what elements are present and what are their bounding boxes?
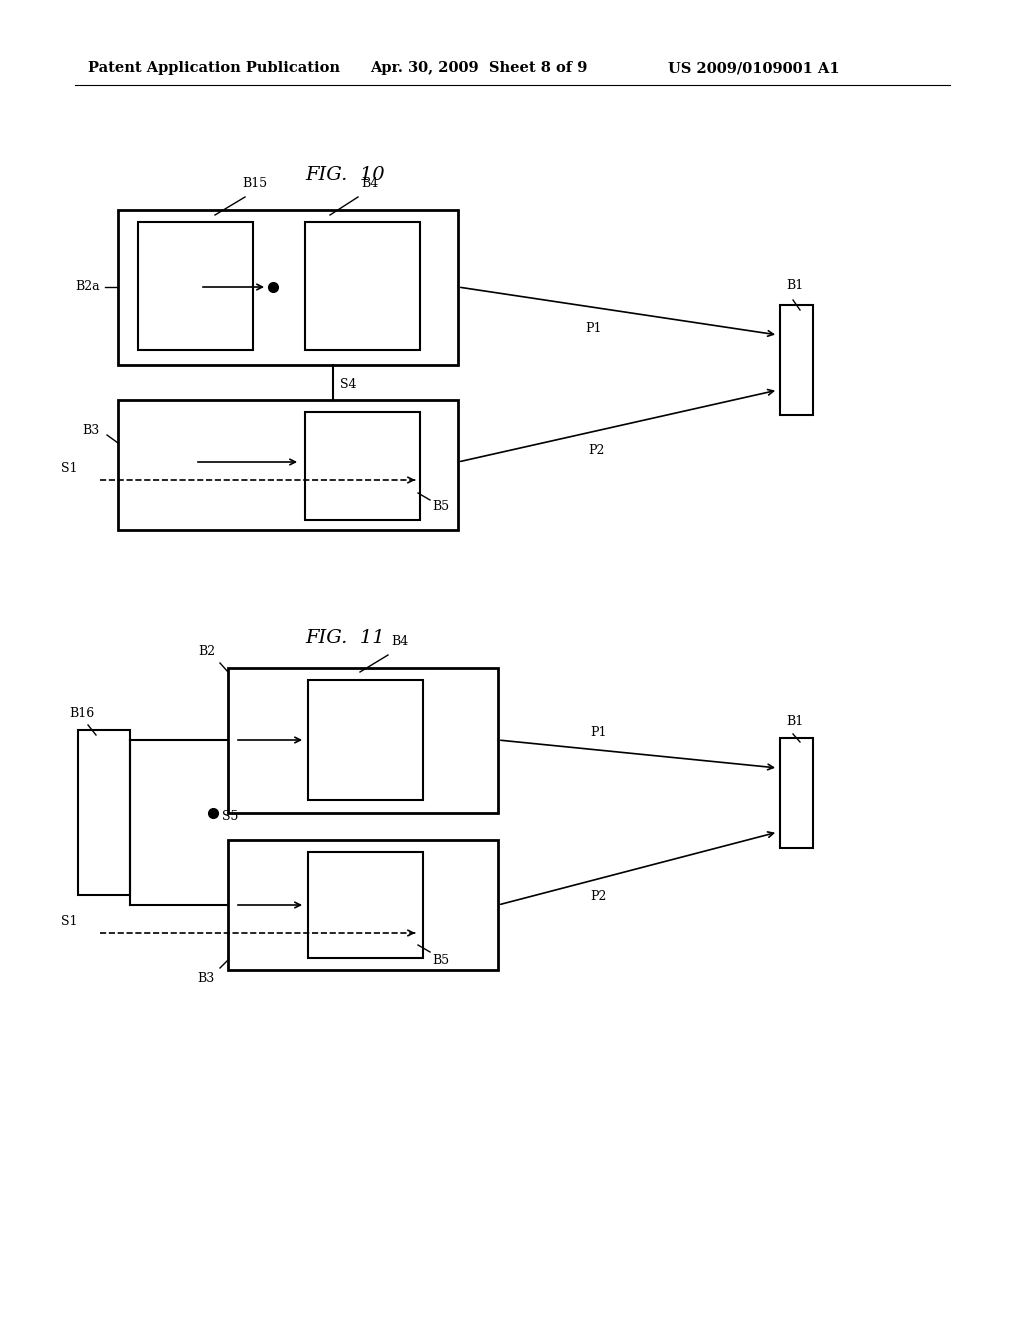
Bar <box>138 222 253 350</box>
Text: S4: S4 <box>340 378 356 391</box>
Text: B5: B5 <box>432 954 450 968</box>
Bar <box>780 738 813 847</box>
Text: S1: S1 <box>61 915 78 928</box>
Text: FIG.  11: FIG. 11 <box>305 630 385 647</box>
Text: B1: B1 <box>786 715 804 729</box>
Text: B5: B5 <box>432 500 450 513</box>
Text: B1: B1 <box>786 279 804 292</box>
Text: B3: B3 <box>198 972 215 985</box>
Text: P2: P2 <box>590 891 606 903</box>
Text: Apr. 30, 2009  Sheet 8 of 9: Apr. 30, 2009 Sheet 8 of 9 <box>370 61 588 75</box>
Text: Patent Application Publication: Patent Application Publication <box>88 61 340 75</box>
Text: US 2009/0109001 A1: US 2009/0109001 A1 <box>668 61 840 75</box>
Bar <box>308 851 423 958</box>
Bar <box>780 305 813 414</box>
Text: B2a: B2a <box>76 281 100 293</box>
Bar <box>228 840 498 970</box>
Text: B2: B2 <box>198 645 215 657</box>
Bar <box>118 400 458 531</box>
Bar <box>305 222 420 350</box>
Text: B3: B3 <box>83 424 100 437</box>
Bar <box>78 730 130 895</box>
Text: S1: S1 <box>61 462 78 475</box>
Bar <box>305 412 420 520</box>
Text: FIG.  10: FIG. 10 <box>305 166 385 183</box>
Text: S5: S5 <box>222 810 239 824</box>
Text: B16: B16 <box>70 708 94 719</box>
Bar <box>118 210 458 366</box>
Text: B4: B4 <box>391 635 409 648</box>
Bar <box>308 680 423 800</box>
Bar <box>228 668 498 813</box>
Text: P1: P1 <box>585 322 601 334</box>
Text: B4: B4 <box>361 177 379 190</box>
Text: P1: P1 <box>590 726 606 739</box>
Text: B15: B15 <box>243 177 267 190</box>
Text: P2: P2 <box>588 444 604 457</box>
